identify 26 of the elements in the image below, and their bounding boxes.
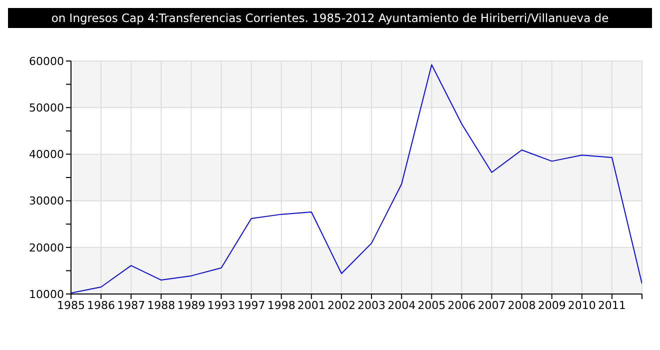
x-tick-label: 2005	[418, 298, 446, 312]
x-tick-label: 2004	[388, 298, 416, 312]
y-tick-label: 60000	[29, 54, 64, 68]
x-tick-label: 2001	[297, 298, 326, 312]
x-tick-label: 2002	[327, 298, 356, 312]
x-tick-label: 2010	[568, 298, 596, 312]
chart-title: on Ingresos Cap 4:Transferencias Corrientes. 1985-2012 Ayuntamiento de Hiriberri/Villanueva de	[8, 8, 652, 28]
x-tick-label: 1993	[207, 298, 236, 312]
x-tick-label: 2011	[598, 298, 626, 312]
x-tick-label: 2006	[448, 298, 476, 312]
y-tick-label: 30000	[29, 194, 64, 208]
x-tick-label: 1985	[57, 298, 85, 312]
x-tick-label: 2009	[538, 298, 566, 312]
x-tick-label: 1986	[87, 298, 116, 312]
x-tick-label: 1998	[267, 298, 296, 312]
y-tick-label: 40000	[29, 148, 64, 162]
x-tick-label: 1988	[147, 298, 176, 312]
x-tick-label: 2003	[358, 298, 386, 312]
x-tick-label: 2007	[478, 298, 506, 312]
x-tick-label: 1997	[237, 298, 266, 312]
y-tick-label: 10000	[29, 288, 64, 301]
y-tick-label: 20000	[29, 241, 64, 254]
x-tick-label: 1987	[117, 298, 146, 312]
x-tick-label: 2008	[508, 298, 536, 312]
x-tick-label: 1989	[177, 298, 206, 312]
y-tick-label: 50000	[29, 102, 64, 115]
